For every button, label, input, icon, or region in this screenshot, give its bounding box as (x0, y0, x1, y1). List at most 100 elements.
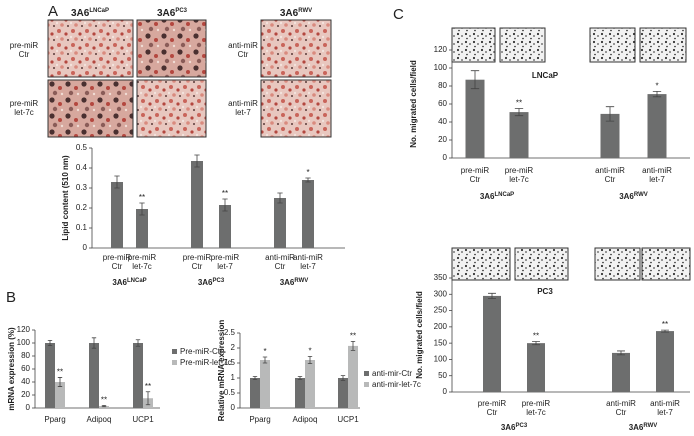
error-bar (114, 175, 120, 189)
y-tick-label: 0.2 (76, 203, 88, 212)
group-label: 3A6LNCaP (112, 278, 146, 288)
significance: * (655, 82, 658, 91)
significance: ** (662, 320, 668, 329)
y-axis-label: No. migrated cells/field (415, 291, 424, 379)
bar (260, 360, 270, 408)
significance: * (306, 168, 309, 177)
category-line: let-7 (300, 262, 316, 271)
significance: ** (145, 382, 151, 391)
group-label: 3A6RWV (280, 8, 312, 19)
panel-label: C (393, 6, 404, 23)
y-tick-label: 0.5 (224, 388, 236, 397)
category-line: let-7 (657, 408, 673, 417)
y-tick-label: 40 (21, 377, 30, 386)
group-name: 3A6 (480, 192, 495, 201)
micrograph (594, 247, 641, 281)
error-bar (135, 339, 141, 347)
category-label: UCP1 (337, 415, 359, 424)
category-line: pre-miR (103, 253, 132, 262)
group-sup: RWV (294, 278, 308, 284)
y-tick-label: 0 (26, 403, 31, 412)
y-tick-label: 0.3 (76, 183, 88, 192)
bar (295, 378, 305, 408)
y-tick-label: 350 (434, 273, 448, 282)
error-bar (340, 375, 346, 381)
category-line: let-7c (132, 262, 152, 271)
legend-swatch (364, 371, 369, 376)
y-tick-label: 1.5 (224, 358, 236, 367)
category-label: Pparg (44, 415, 65, 424)
significance: ** (57, 368, 63, 377)
significance: ** (350, 332, 356, 341)
micrograph (639, 27, 687, 63)
error-bar (222, 198, 228, 212)
y-tick-label: 0 (443, 387, 448, 396)
group-label: 3A6PC3 (198, 278, 225, 288)
bar (612, 352, 630, 392)
error-bar (252, 376, 258, 380)
bar (305, 360, 315, 408)
group-label: 3A6RWV (280, 278, 309, 288)
group-name: 3A6 (71, 8, 90, 19)
error-bar (101, 405, 107, 408)
bar (465, 79, 485, 158)
category-label: anti-miR let-7 (650, 399, 680, 417)
category-label: anti-miR Ctr (228, 41, 258, 59)
category-line: Ctr (616, 408, 627, 417)
category-line: pre-miR (10, 99, 39, 108)
error-bar (661, 329, 669, 333)
y-axis-label: No. migrated cells/field (409, 60, 418, 148)
bar (348, 345, 358, 408)
category-label: anti-miR Ctr (265, 253, 295, 271)
axis-line (91, 148, 345, 249)
error-bar (91, 337, 97, 349)
legend-label: anti-mir-Ctr (372, 369, 412, 378)
y-tick-label: 0.4 (76, 163, 88, 172)
chart-title: LNCaP (532, 71, 559, 80)
category-line: Ctr (112, 262, 123, 271)
y-tick-label: 50 (438, 371, 447, 380)
error-bar (57, 377, 63, 387)
panel-label: A (48, 3, 58, 20)
group-name: 3A6 (112, 278, 127, 287)
micrograph (136, 79, 207, 138)
bar (656, 331, 674, 392)
category-line: pre-miR (461, 166, 490, 175)
category-label: pre-miR Ctr (478, 399, 507, 417)
bar (111, 182, 123, 248)
micrograph (641, 247, 691, 281)
micrograph (589, 27, 636, 63)
legend-swatch (364, 382, 369, 387)
legend-swatch (172, 360, 177, 365)
error-bar (194, 154, 200, 168)
category-line: pre-miR (505, 166, 534, 175)
micrograph (47, 19, 134, 78)
y-tick-label: 80 (438, 81, 447, 90)
bar (338, 378, 348, 408)
group-name: 3A6 (157, 8, 176, 19)
category-line: Ctr (470, 175, 481, 184)
error-bar (277, 192, 283, 204)
bar (483, 295, 501, 392)
category-line: Ctr (192, 262, 203, 271)
y-tick-label: 0 (83, 243, 88, 252)
error-bar (652, 91, 662, 98)
error-bar (145, 391, 151, 406)
micrograph (260, 79, 332, 138)
category-label: pre-miR let-7c (505, 166, 534, 184)
micrograph (136, 19, 207, 78)
category-label: pre-miR let-7c (522, 399, 551, 417)
micrograph (260, 19, 332, 78)
error-bar (305, 177, 311, 183)
group-name: 3A6 (629, 423, 644, 432)
y-tick-label: 60 (21, 364, 30, 373)
group-label: 3A6RWV (629, 423, 658, 433)
category-line: let-7c (509, 175, 529, 184)
error-bar (47, 340, 53, 346)
category-label: pre-miR Ctr (183, 253, 212, 271)
panel-label: B (6, 289, 16, 306)
category-line: pre-miR (183, 253, 212, 262)
bar (600, 113, 620, 158)
y-tick-label: 0.1 (76, 223, 88, 232)
category-label: anti-miR let-7 (642, 166, 672, 184)
